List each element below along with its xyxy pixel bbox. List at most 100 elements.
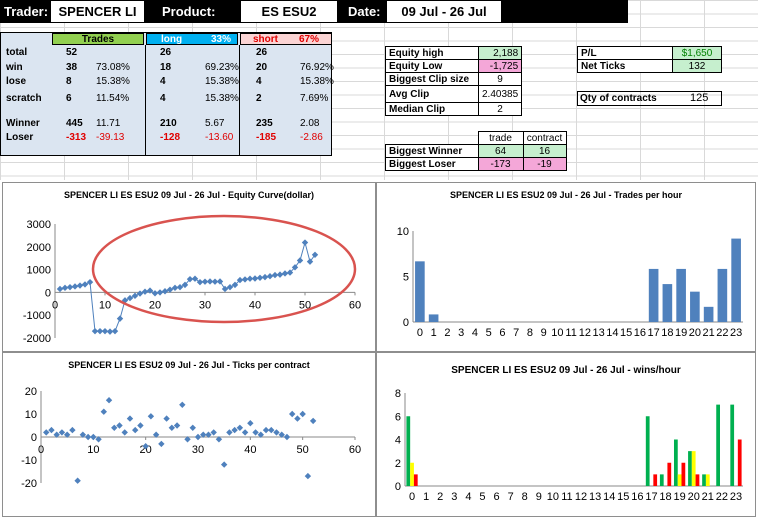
x-tick-label: 50 <box>299 299 311 311</box>
x-tick-label: 40 <box>244 444 256 456</box>
y-tick-label: 3000 <box>27 219 51 231</box>
y-tick-label: 0 <box>45 287 51 299</box>
data-point <box>142 443 149 450</box>
qty-box <box>577 91 722 106</box>
bar <box>673 439 678 486</box>
bar <box>690 291 700 322</box>
equity-table: Equity high 2,188 Equity Low -1,725 Bigges… <box>385 46 523 116</box>
equity-curve-chart[interactable]: SPENCER LI ES ESU2 09 Jul - 26 Jul - Equ… <box>2 182 376 352</box>
data-point <box>196 278 204 286</box>
divider <box>239 45 240 156</box>
biggest-loser-trade: -173 <box>477 157 524 171</box>
trades-header: Trades <box>52 33 144 45</box>
y-tick-label: 0 <box>403 317 409 329</box>
x-tick-label: 18 <box>661 327 673 339</box>
long-count: 4 <box>160 93 166 104</box>
stats-panel <box>0 32 332 156</box>
equity-high-value: 2,188 <box>477 46 523 60</box>
short-count: 4 <box>256 76 262 87</box>
data-point <box>168 424 176 431</box>
biggest-winner-trade: 64 <box>477 144 524 158</box>
x-tick-label: 22 <box>716 327 728 339</box>
row-label: total <box>6 47 28 58</box>
trades-count: 8 <box>66 76 72 87</box>
x-tick-label: 1 <box>431 327 437 339</box>
bar <box>716 404 720 486</box>
data-point <box>241 276 249 283</box>
trades-per-hour-chart[interactable]: SPENCER LI ES ESU2 09 Jul - 26 Jul - Tra… <box>376 182 756 352</box>
equity-low-value: -1,725 <box>477 59 523 73</box>
data-point <box>299 410 306 418</box>
trades-pct: 73.08% <box>96 62 130 73</box>
short-pct: 7.69% <box>300 93 329 104</box>
long-pct: 15.38% <box>205 93 239 104</box>
chart-title: SPENCER LI ES ESU2 09 Jul - 26 Jul - Equ… <box>63 190 315 200</box>
data-point <box>137 422 144 429</box>
biggest-winner-label: Biggest Winner <box>385 144 479 158</box>
pl-label: P/L <box>577 46 673 60</box>
data-point <box>236 424 244 431</box>
data-point <box>215 436 223 443</box>
biggest-loser-contract: -19 <box>522 157 567 171</box>
data-point <box>121 429 128 436</box>
y-tick-label: 4 <box>395 435 401 447</box>
bar <box>406 416 411 486</box>
data-point <box>58 429 66 436</box>
y-tick-label: 6 <box>395 411 401 423</box>
long-count: 4 <box>160 76 166 87</box>
data-point <box>111 424 118 431</box>
data-point <box>100 408 107 415</box>
data-point <box>194 433 202 441</box>
x-tick-label: 4 <box>472 327 478 339</box>
chart-title: SPENCER LI ES ESU2 09 Jul - 26 Jul - win… <box>451 365 681 376</box>
short-pct: -2.86 <box>300 132 323 143</box>
x-tick-label: 3 <box>451 491 457 503</box>
data-point <box>184 436 191 443</box>
data-point <box>189 424 196 431</box>
x-tick-label: 9 <box>541 327 547 339</box>
x-tick-label: 10 <box>551 327 563 339</box>
data-point <box>278 431 285 438</box>
bar <box>731 238 741 322</box>
date-value[interactable]: 09 Jul - 26 Jul <box>386 0 502 23</box>
pl-value: $1,650 <box>672 46 722 60</box>
trades-count: 445 <box>66 118 83 129</box>
data-point <box>106 328 114 335</box>
x-tick-label: 7 <box>513 327 519 339</box>
x-tick-label: 2 <box>437 491 443 503</box>
data-point <box>276 271 284 278</box>
wins-per-hour-chart[interactable]: SPENCER LI ES ESU2 09 Jul - 26 Jul - win… <box>376 352 756 517</box>
data-point <box>241 429 249 436</box>
long-pct: 33% <box>210 34 231 45</box>
x-tick-label: 60 <box>349 299 361 311</box>
short-pct: 2.08 <box>300 118 320 129</box>
x-tick-label: 0 <box>409 491 415 503</box>
long-pct: -13.60 <box>205 132 234 143</box>
data-point <box>251 275 259 282</box>
data-point <box>116 422 123 429</box>
y-tick-label: 0 <box>395 481 401 493</box>
trader-value[interactable]: SPENCER LI <box>50 0 145 23</box>
short-pct: 76.92% <box>300 62 334 73</box>
avg-clip-value: 2.40385 <box>477 85 523 103</box>
y-tick-label: 1000 <box>27 265 51 277</box>
trades-count: 52 <box>66 47 78 58</box>
data-point <box>273 429 280 436</box>
product-value[interactable]: ES ESU2 <box>240 0 338 23</box>
trades-pct: 11.71 <box>96 118 121 129</box>
biggest-loser-label: Biggest Loser <box>385 157 479 171</box>
x-tick-label: 60 <box>349 444 361 456</box>
row-label: lose <box>6 76 27 87</box>
date-label: Date: <box>348 0 388 23</box>
x-tick-label: 1 <box>423 491 429 503</box>
x-tick-label: 0 <box>52 299 58 311</box>
bar <box>695 474 700 486</box>
avg-clip-label: Avg Clip <box>385 85 479 103</box>
data-point <box>266 273 274 280</box>
x-tick-label: 23 <box>730 491 742 503</box>
ticks-per-contract-chart[interactable]: SPENCER LI ES ESU2 09 Jul - 26 Jul - Tic… <box>2 352 376 517</box>
row-label: Winner <box>6 118 40 129</box>
data-point <box>247 420 254 427</box>
x-tick-label: 0 <box>38 444 44 456</box>
